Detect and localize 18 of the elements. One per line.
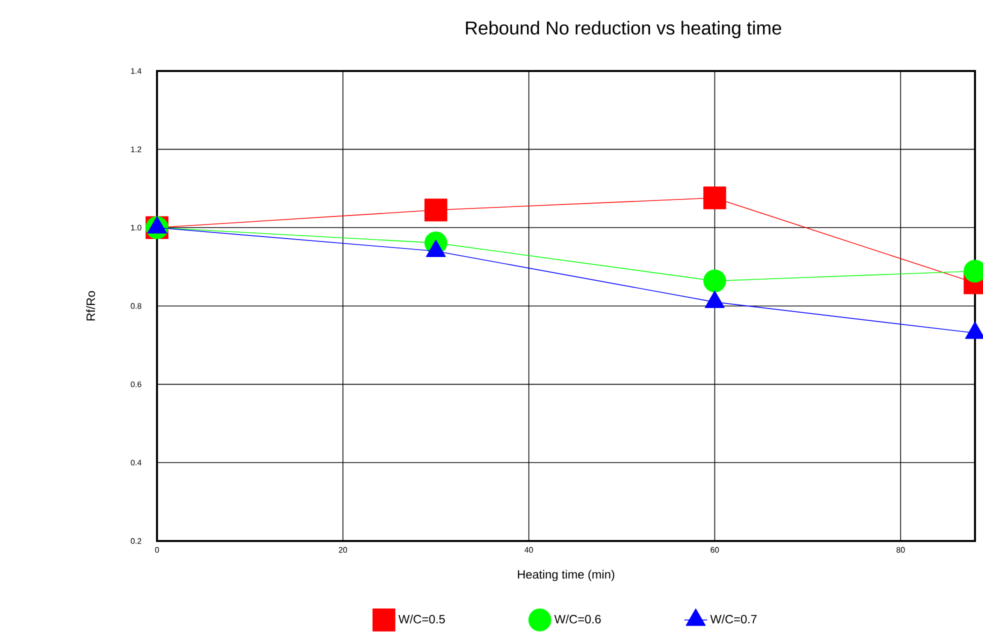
legend-label: W/C=0.5 xyxy=(398,614,445,624)
y-tick-label: 1.4 xyxy=(131,68,142,74)
x-tick-label: 80 xyxy=(896,547,905,553)
legend-label: W/C=0.7 xyxy=(710,614,757,624)
x-tick-label: 0 xyxy=(155,547,159,553)
x-axis-title: Heating time (min) xyxy=(518,570,614,582)
legend-label: W/C=0.6 xyxy=(554,614,601,624)
y-tick-label: 0.8 xyxy=(130,303,142,309)
chart-title: Rebound No reduction vs heating time xyxy=(466,20,782,38)
y-tick-label: 1.0 xyxy=(131,224,142,230)
y-tick-label: 0.2 xyxy=(130,538,142,544)
y-tick-label: 0.6 xyxy=(130,381,142,388)
y-tick-label: 1.2 xyxy=(131,146,142,152)
x-tick-label: 40 xyxy=(524,547,533,553)
y-axis-title: Rf/Ro xyxy=(86,291,96,320)
x-tick-label: 60 xyxy=(710,547,719,553)
x-tick-label: 20 xyxy=(338,547,348,553)
y-tick-label: 0.4 xyxy=(130,460,142,466)
